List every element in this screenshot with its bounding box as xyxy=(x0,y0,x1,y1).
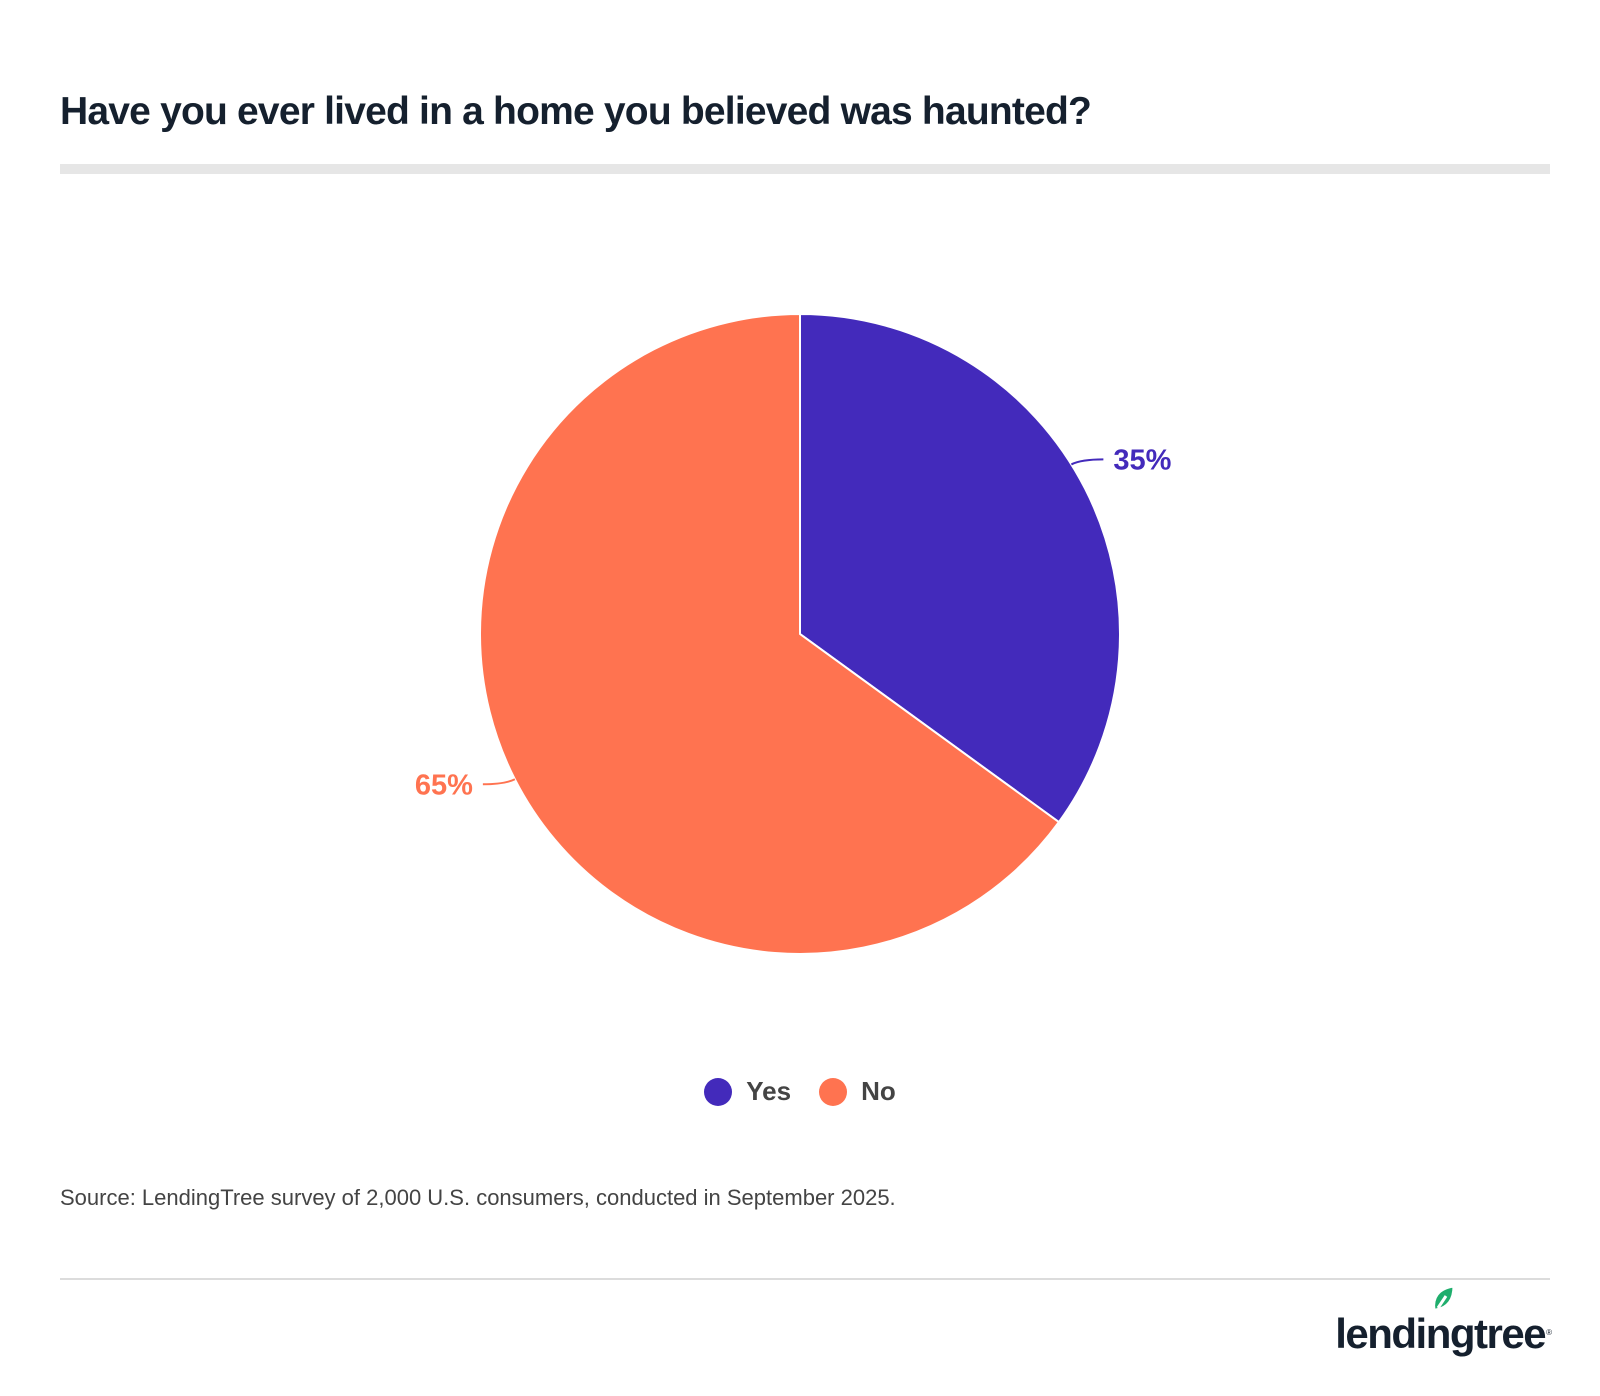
lendingtree-logo: lendingtree ® xyxy=(1335,1284,1552,1358)
data-label-yes: 35% xyxy=(1113,444,1171,476)
pie-slices xyxy=(479,312,1121,955)
legend-dot-no xyxy=(819,1077,848,1106)
pie-labels: 35% 65% xyxy=(415,444,1172,801)
legend-label-yes: Yes xyxy=(746,1076,792,1106)
footer-divider xyxy=(60,1278,1550,1280)
leader-line xyxy=(482,778,516,786)
legend-item-yes: Yes xyxy=(704,1076,791,1107)
leader-line xyxy=(1070,458,1104,466)
registered-mark: ® xyxy=(1546,1328,1552,1337)
chart-title: Have you ever lived in a home you believ… xyxy=(60,90,1092,133)
legend-item-no: No xyxy=(819,1076,896,1107)
title-divider xyxy=(60,164,1550,174)
pie-slice-no xyxy=(479,312,1061,955)
logo-wordmark: lendingtree xyxy=(1335,1284,1547,1358)
legend-dot-yes xyxy=(704,1077,733,1106)
data-label-no: 65% xyxy=(415,769,473,801)
source-note: Source: LendingTree survey of 2,000 U.S.… xyxy=(60,1185,896,1210)
leaf-icon xyxy=(1432,1284,1456,1312)
legend-label-no: No xyxy=(861,1076,896,1106)
pie-slice-yes xyxy=(799,312,1121,824)
chart-legend: Yes No xyxy=(0,1076,1600,1107)
